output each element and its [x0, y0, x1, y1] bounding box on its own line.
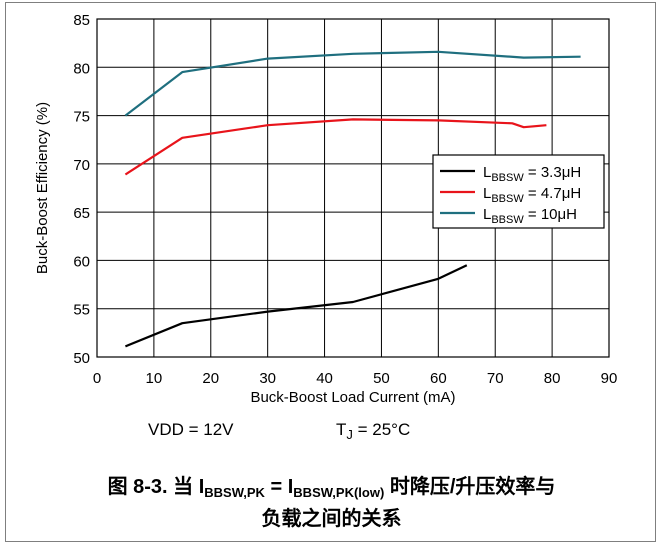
axes: 0 10 20 30 40 50 60 70 80 90 50 55 60 65 70 75 80 85 Buck-…	[34, 12, 617, 406]
tj-condition: TJ = 25°C	[336, 420, 411, 442]
series-line-0	[124, 264, 468, 348]
x-tick-label: 30	[259, 370, 276, 387]
test-conditions: VDD = 12V TJ = 25°C	[0, 420, 663, 450]
x-tick-label: 50	[373, 370, 390, 387]
y-tick-label: 50	[73, 350, 90, 367]
x-tick-label: 20	[202, 370, 219, 387]
y-tick-label: 80	[73, 60, 90, 77]
x-tick-label: 0	[93, 370, 101, 387]
y-tick-label: 65	[73, 205, 90, 222]
y-tick-label: 55	[73, 302, 90, 319]
x-tick-label: 80	[544, 370, 561, 387]
x-tick-label: 70	[487, 370, 504, 387]
y-tick-label: 60	[73, 253, 90, 270]
x-tick-label: 40	[316, 370, 333, 387]
y-tick-label: 75	[73, 109, 90, 126]
series-line-1	[124, 118, 547, 176]
legend-label-0: LBBSW = 3.3μH	[483, 164, 581, 184]
x-tick-label: 60	[430, 370, 447, 387]
x-axis-label: Buck-Boost Load Current (mA)	[250, 389, 455, 406]
x-tick-label: 10	[146, 370, 163, 387]
legend-label-1: LBBSW = 4.7μH	[483, 185, 581, 205]
caption-line-1: 图 8-3. 当 IBBSW,PK = IBBSW,PK(low) 时降压/升压…	[107, 476, 556, 500]
series-lines	[124, 50, 581, 348]
figure-caption: 图 8-3. 当 IBBSW,PK = IBBSW,PK(low) 时降压/升压…	[0, 474, 663, 532]
caption-line-2: 负载之间的关系	[261, 508, 402, 530]
x-tick-label: 90	[601, 370, 618, 387]
y-tick-label: 85	[73, 12, 90, 29]
vdd-condition: VDD = 12V	[148, 420, 234, 439]
y-tick-label: 70	[73, 157, 90, 174]
series-line-2	[124, 50, 581, 117]
plot-border	[96, 18, 610, 358]
figure-frame	[5, 2, 656, 542]
legend-label-2: LBBSW = 10μH	[483, 206, 577, 226]
efficiency-chart: 0 10 20 30 40 50 60 70 80 90 50 55 60 65 70 75 80 85 Buck-…	[34, 12, 617, 406]
y-axis-label: Buck-Boost Efficiency (%)	[34, 102, 51, 274]
